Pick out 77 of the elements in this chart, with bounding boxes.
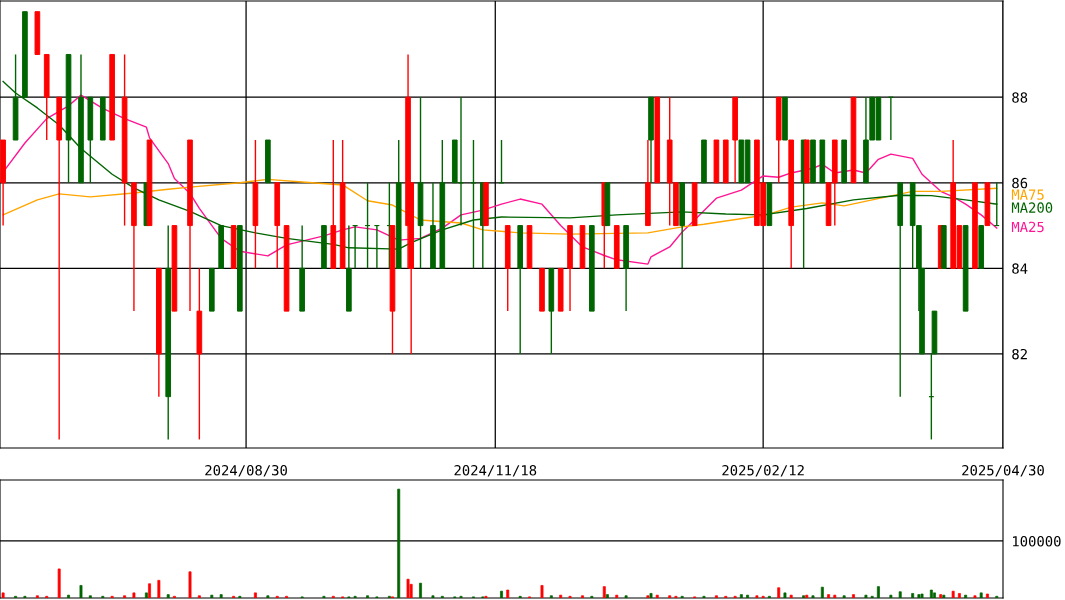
bar (219, 594, 223, 598)
bar (57, 568, 61, 598)
bar (929, 589, 933, 598)
bar (88, 595, 92, 598)
bar (67, 594, 70, 598)
bar (1, 592, 5, 598)
bar (506, 589, 510, 598)
bar (876, 586, 880, 598)
y-tick-label: 86 (1012, 177, 1028, 189)
bar (605, 594, 609, 598)
bar (406, 578, 410, 598)
bar (833, 594, 837, 598)
bar (266, 595, 270, 598)
bar (714, 595, 718, 598)
bar (166, 594, 170, 598)
y-tick-label: 82 (1012, 348, 1027, 360)
y-tick-label: 100000 (1013, 536, 1061, 547)
bar (864, 594, 868, 598)
series-label: MA75 (1011, 189, 1044, 200)
bar (964, 594, 968, 598)
line-series (2, 178, 998, 235)
bar (540, 585, 544, 598)
bar (197, 595, 201, 598)
bar (79, 585, 83, 598)
bar (739, 594, 743, 598)
bar (827, 594, 831, 598)
bar (898, 591, 902, 598)
bar (144, 592, 148, 598)
y-tick-label: 84 (1012, 263, 1028, 274)
bar (755, 595, 759, 598)
bar (559, 594, 563, 598)
bar (973, 595, 977, 598)
bar (500, 590, 503, 598)
bar (933, 592, 936, 598)
bar (655, 594, 659, 598)
y-tick-label: 88 (1012, 92, 1028, 103)
bar (419, 582, 422, 598)
bar (889, 594, 893, 598)
bar (253, 592, 257, 598)
bar (549, 595, 553, 598)
bar (581, 595, 584, 598)
bar (820, 586, 824, 598)
bar (917, 594, 921, 598)
series-label: MA200 (1011, 202, 1053, 213)
x-tick-label: 2024/11/18 (454, 464, 537, 477)
bar (789, 594, 793, 598)
bar (148, 583, 151, 598)
x-tick-label: 2025/02/12 (722, 464, 804, 477)
bar (624, 595, 628, 598)
x-tick-label: 2025/04/30 (962, 464, 1044, 477)
bar (811, 595, 815, 598)
bar (157, 579, 161, 598)
bar (979, 592, 983, 598)
bar (409, 583, 413, 598)
bar (783, 592, 787, 598)
bar (842, 595, 846, 598)
bar (777, 587, 781, 598)
bar (951, 590, 955, 598)
bar (123, 595, 127, 598)
bar (602, 586, 606, 598)
bar (366, 595, 369, 598)
bar (957, 593, 961, 598)
bar (668, 595, 672, 598)
bar (746, 594, 750, 598)
bar (615, 594, 619, 598)
x-tick-label: 2024/08/30 (205, 464, 287, 477)
bar (920, 593, 924, 598)
bar (132, 592, 136, 598)
bar (35, 595, 39, 598)
bar (431, 595, 435, 598)
bar (188, 571, 192, 598)
bar (911, 593, 915, 598)
series-label: MA25 (1011, 221, 1044, 233)
bar (852, 594, 855, 598)
bar (397, 488, 401, 598)
bar (985, 593, 989, 598)
bar (210, 594, 214, 598)
